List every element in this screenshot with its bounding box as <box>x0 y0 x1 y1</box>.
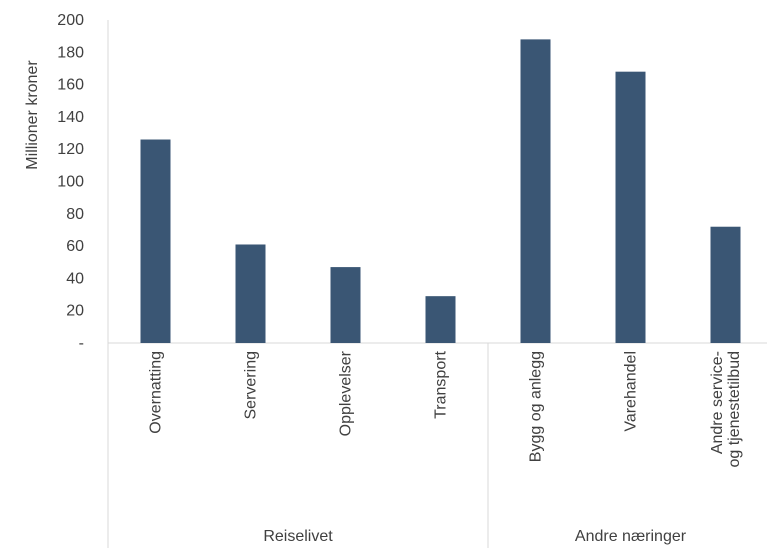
bar <box>140 139 171 343</box>
svg-text:Bygg og anlegg: Bygg og anlegg <box>528 351 545 462</box>
category-label: Varehandel <box>623 351 640 432</box>
y-tick-label: 120 <box>57 141 84 158</box>
y-tick-label: 180 <box>57 44 84 61</box>
y-axis-ticks: - 20 40 60 80 100 120 140 160 180 200 <box>57 12 84 352</box>
category-label: Opplevelser <box>338 350 355 436</box>
category-label: Servering <box>243 351 260 419</box>
y-tick-label: 200 <box>57 12 84 29</box>
group-label: Reiselivet <box>263 528 333 545</box>
y-tick-label: 80 <box>66 206 84 223</box>
category-label: Bygg og anlegg <box>528 351 545 462</box>
svg-text:Transport: Transport <box>433 350 450 418</box>
y-axis-title: Millioner kroner <box>24 60 41 170</box>
svg-text:Servering: Servering <box>243 351 260 419</box>
bar <box>330 267 361 343</box>
y-tick-label: 20 <box>66 303 84 320</box>
category-label: Andre service-og tjenestetilbud <box>709 351 743 468</box>
bar <box>710 226 741 343</box>
svg-text:Opplevelser: Opplevelser <box>338 350 355 436</box>
category-label: Overnatting <box>148 351 165 434</box>
category-labels: Overnatting Servering Opplevelser Transport… <box>148 350 744 467</box>
svg-text:Varehandel: Varehandel <box>623 351 640 432</box>
y-tick-label: 40 <box>66 270 84 287</box>
category-label: Transport <box>433 350 450 418</box>
y-tick-label: 60 <box>66 238 84 255</box>
y-tick-label: 160 <box>57 77 84 94</box>
y-tick-label: 140 <box>57 109 84 126</box>
svg-text:Overnatting: Overnatting <box>148 351 165 434</box>
group-labels: Reiselivet Andre næringer <box>263 343 687 548</box>
y-tick-label: 100 <box>57 174 84 191</box>
svg-text:Andre service-og tjenestetilbu: Andre service-og tjenestetilbud <box>709 351 743 468</box>
bar <box>235 244 266 343</box>
bars <box>140 39 741 344</box>
y-tick-label: - <box>79 335 84 352</box>
bar <box>520 39 551 343</box>
group-label: Andre næringer <box>575 528 687 545</box>
bar <box>425 296 456 343</box>
bar <box>615 71 646 344</box>
